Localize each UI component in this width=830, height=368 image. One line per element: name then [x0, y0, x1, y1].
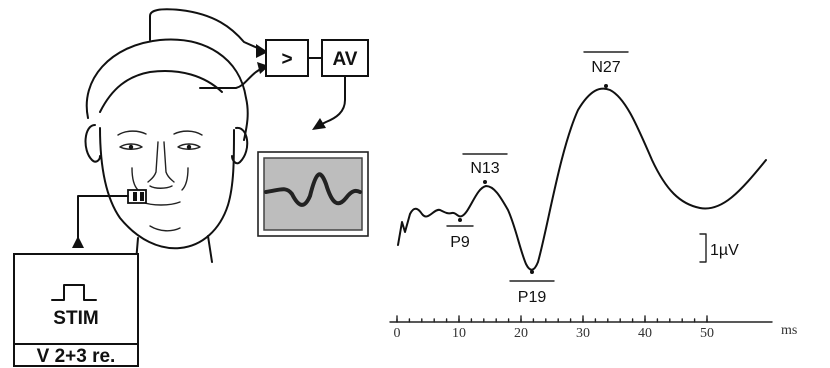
- peak-labels: P9 N13 P19 N27: [446, 51, 629, 306]
- peak-label-p19: P19: [518, 289, 547, 306]
- monitor-arrow-icon: [312, 118, 326, 130]
- stim-arrow-icon: [72, 236, 84, 248]
- stimulator-box: STIM V 2+3 re.: [13, 253, 139, 367]
- peak-dot-p19: [530, 270, 534, 274]
- scale-bar-label: 1µV: [710, 242, 739, 259]
- lead-arrow-1-icon: [256, 44, 268, 58]
- tick-label: 10: [452, 326, 466, 341]
- peak-label-p9: P9: [450, 234, 470, 251]
- stim-label: STIM: [53, 308, 98, 329]
- amplitude-scale-bar: 1µV: [699, 233, 739, 263]
- waveform-line: [397, 87, 767, 271]
- averager-box: AV: [321, 39, 369, 77]
- peak-label-n13: N13: [470, 160, 499, 177]
- sep-waveform: [397, 87, 767, 271]
- tick-label: 50: [700, 326, 714, 341]
- head-illustration: [84, 38, 249, 263]
- stim-setting: V 2+3 re.: [37, 346, 116, 367]
- time-axis: ms 0 10 20 30 40 50: [389, 315, 797, 341]
- tick-label: 30: [576, 326, 590, 341]
- tick-label: 20: [514, 326, 528, 341]
- oscilloscope-monitor: [257, 151, 369, 237]
- tick-label: 40: [638, 326, 652, 341]
- tick-label: 0: [394, 326, 401, 341]
- peak-dot-p9: [458, 218, 462, 222]
- peak-dot-n13: [483, 180, 487, 184]
- averager-label: AV: [333, 49, 358, 70]
- amplifier-box: >: [265, 39, 309, 77]
- lip-electrode: [72, 189, 147, 248]
- peak-dot-n27: [604, 84, 608, 88]
- amplifier-symbol: >: [281, 49, 292, 70]
- recording-leads: [149, 8, 269, 89]
- monitor-trace: [264, 172, 362, 207]
- x-axis-unit: ms: [781, 323, 797, 338]
- av-to-monitor-line: [317, 75, 346, 127]
- pulse-icon: [51, 284, 97, 301]
- peak-label-n27: N27: [591, 59, 620, 76]
